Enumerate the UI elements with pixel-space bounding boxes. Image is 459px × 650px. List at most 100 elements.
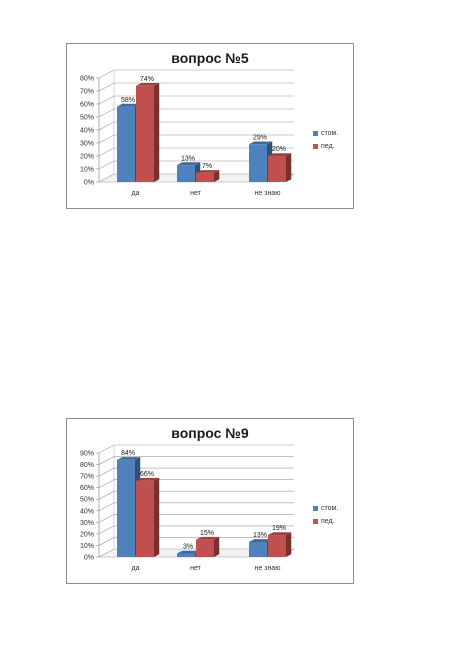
bar-front-face (177, 165, 195, 182)
bar-top-face (136, 83, 160, 86)
y-tick-label: 60% (80, 102, 94, 109)
y-tick-label: 90% (80, 451, 94, 458)
gridline (98, 147, 294, 157)
data-label: 13% (253, 532, 267, 539)
data-label: 3% (183, 544, 193, 551)
y-tick-label: 70% (80, 474, 94, 481)
y-tick-label: 50% (80, 497, 94, 504)
gridline (98, 69, 294, 79)
legend-swatch-stom (313, 506, 318, 511)
bar-front-face (177, 553, 195, 557)
bar-front-face (249, 144, 267, 182)
bar-front-face (196, 539, 214, 557)
data-label: 15% (200, 530, 214, 537)
bar-top-face (117, 457, 141, 460)
x-tick-label: нет (190, 565, 202, 572)
y-tick-label: 50% (80, 115, 94, 122)
legend-swatch-ped (313, 519, 318, 524)
bar-top-face (136, 477, 160, 481)
legend-label-ped: пед. (321, 518, 335, 525)
y-tick-label: 70% (80, 89, 94, 96)
gridline (98, 479, 294, 488)
gridline (98, 467, 294, 477)
data-label: 84% (121, 450, 135, 457)
chart-legend: стом. пед. (313, 127, 338, 153)
bar-top-face (268, 153, 292, 156)
gridline (98, 456, 294, 465)
bar-top-face (196, 536, 220, 540)
bar-front-face (117, 106, 135, 182)
bar-front-face (117, 459, 135, 557)
data-label: 19% (272, 525, 286, 532)
y-tick-label: 60% (80, 485, 94, 492)
data-label: 29% (253, 135, 267, 142)
gridline (98, 134, 294, 144)
bar-top-face (177, 162, 201, 166)
bar-front-face (196, 172, 214, 182)
chart-panel-question-5: вопрос №5 0% 10% 20% 30% 40% 50% 60% 70% 80% 58% 7… (66, 43, 354, 209)
data-label: 74% (140, 76, 154, 83)
y-tick-label: 0% (84, 180, 94, 187)
bar-side-face (214, 170, 220, 182)
y-tick-label: 0% (84, 555, 94, 562)
y-tick-label: 30% (80, 520, 94, 527)
y-tick-label: 10% (80, 167, 94, 174)
data-label: 66% (140, 471, 154, 478)
y-tick-label: 10% (80, 543, 94, 550)
gridline (98, 525, 294, 535)
data-label: 20% (272, 146, 286, 153)
bar-side-face (286, 532, 292, 557)
gridline (98, 444, 294, 454)
data-label: 13% (181, 155, 195, 162)
data-label: 7% (202, 163, 212, 170)
bar-side-face (214, 536, 220, 557)
y-tick-label: 80% (80, 76, 94, 83)
bar-front-face (268, 535, 286, 557)
legend-item-stom: стом. (313, 502, 338, 515)
gridline (98, 95, 294, 105)
x-tick-label: нет (190, 190, 202, 197)
legend-label-ped: пед. (321, 143, 335, 150)
chart-title: вопрос №5 (171, 50, 249, 66)
bar-нет-ped (196, 170, 220, 182)
bar-chart-plot: 0% 10% 20% 30% 40% 50% 60% 70% 80% 58% 74% да 13% 7% н… (80, 69, 295, 197)
y-tick-label: 20% (80, 531, 94, 538)
x-tick-label: не знаю (255, 565, 281, 572)
legend-swatch-stom (313, 131, 318, 136)
bar-нет-ped (196, 536, 220, 557)
gridline (98, 490, 294, 500)
gridline (98, 121, 294, 131)
bar-front-face (136, 85, 154, 182)
x-tick-label: не знаю (255, 190, 281, 197)
legend-item-stom: стом. (313, 127, 338, 140)
y-tick-label: 80% (80, 462, 94, 469)
bar-да-ped (136, 83, 160, 182)
y-tick-label: 40% (80, 128, 94, 135)
x-tick-label: да (132, 565, 140, 572)
chart-title: вопрос №9 (171, 425, 249, 441)
bar-не-знаю-ped (268, 153, 292, 182)
bar-front-face (136, 480, 154, 557)
y-tick-label: 20% (80, 154, 94, 161)
legend-item-ped: пед. (313, 515, 338, 528)
chart-panel-question-9: вопрос №9 0% 10% 20% 30% 40% 50% 60% 70% 80% 90% 8… (66, 418, 354, 584)
gridline (98, 502, 294, 512)
legend-label-stom: стом. (321, 130, 339, 137)
bar-top-face (196, 170, 220, 173)
bar-chart-plot: 0% 10% 20% 30% 40% 50% 60% 70% 80% 90% 84% 66% да 3% 1… (80, 444, 295, 572)
gridline (98, 537, 294, 546)
bar-side-face (154, 83, 160, 182)
bar-top-face (249, 539, 273, 542)
bar-side-face (286, 153, 292, 182)
y-tick-label: 40% (80, 508, 94, 515)
bar-top-face (249, 141, 273, 145)
legend-label-stom: стом. (321, 505, 339, 512)
bar-front-face (268, 156, 286, 182)
bar-top-face (117, 103, 141, 107)
bar-не-знаю-ped (268, 532, 292, 557)
y-tick-label: 30% (80, 141, 94, 148)
bar-top-face (177, 550, 201, 554)
gridline (98, 514, 294, 523)
bar-side-face (154, 477, 160, 557)
legend-swatch-ped (313, 144, 318, 149)
